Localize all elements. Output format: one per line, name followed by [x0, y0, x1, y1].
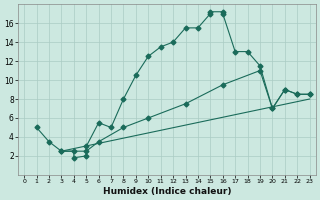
- X-axis label: Humidex (Indice chaleur): Humidex (Indice chaleur): [103, 187, 231, 196]
